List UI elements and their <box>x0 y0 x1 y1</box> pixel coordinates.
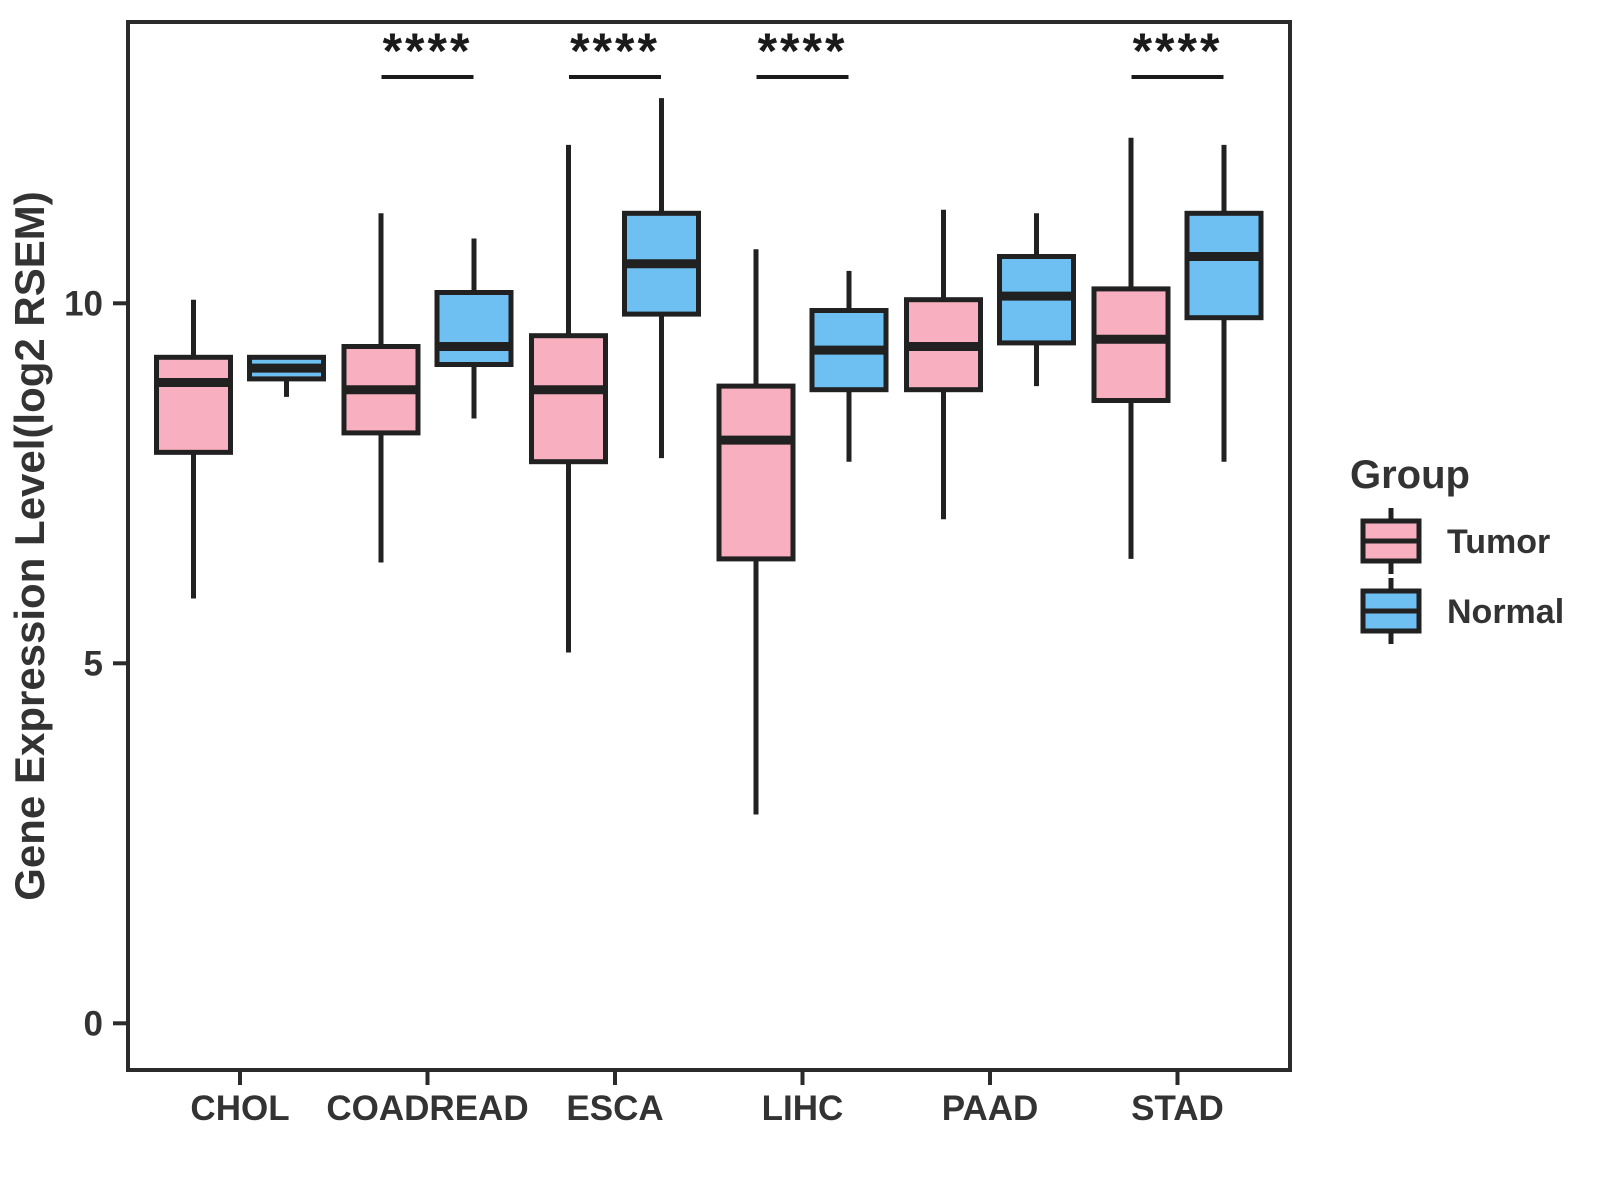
y-tick-label: 10 <box>64 284 103 323</box>
whisker-layer <box>191 98 1227 815</box>
box-normal-STAD <box>1184 210 1264 321</box>
legend-glyphs <box>1360 508 1422 644</box>
box-tumor-LIHC <box>716 383 796 562</box>
legend-label-tumor: Tumor <box>1447 523 1550 561</box>
significance-stars-COADREAD: **** <box>383 23 473 79</box>
box-normal-COADREAD <box>434 290 514 367</box>
x-tick-label-CHOL: CHOL <box>190 1089 289 1128</box>
box-layer <box>154 210 1264 562</box>
significance-stars-LIHC: **** <box>758 23 848 79</box>
legend-title: Group <box>1350 453 1470 497</box>
significance-layer: **** **** **** **** <box>381 23 1224 79</box>
legend: Group Tumor Normal <box>1350 453 1564 644</box>
x-tick-label-STAD: STAD <box>1131 1089 1224 1128</box>
x-tick-label-PAAD: PAAD <box>942 1089 1039 1128</box>
box-tumor-STAD <box>1091 286 1171 403</box>
x-tick-label-COADREAD: COADREAD <box>326 1089 528 1128</box>
legend-label-normal: Normal <box>1447 593 1564 631</box>
significance-stars-STAD: **** <box>1133 23 1223 79</box>
y-tick-label: 0 <box>84 1004 103 1043</box>
x-tick-label-ESCA: ESCA <box>566 1089 663 1128</box>
significance-stars-ESCA: **** <box>570 23 660 79</box>
y-tick-label: 5 <box>84 644 103 683</box>
y-axis-title: Gene Expression Level(log2 RSEM) <box>6 191 53 901</box>
x-tick-label-LIHC: LIHC <box>762 1089 844 1128</box>
y-axis: 0 5 10 <box>64 284 128 1043</box>
plot-panel-border <box>126 20 1292 1072</box>
box-tumor-CHOL <box>154 354 233 455</box>
box-tumor-ESCA <box>529 333 608 465</box>
x-axis: CHOL COADREAD ESCA LIHC PAAD STAD <box>190 1070 1224 1128</box>
